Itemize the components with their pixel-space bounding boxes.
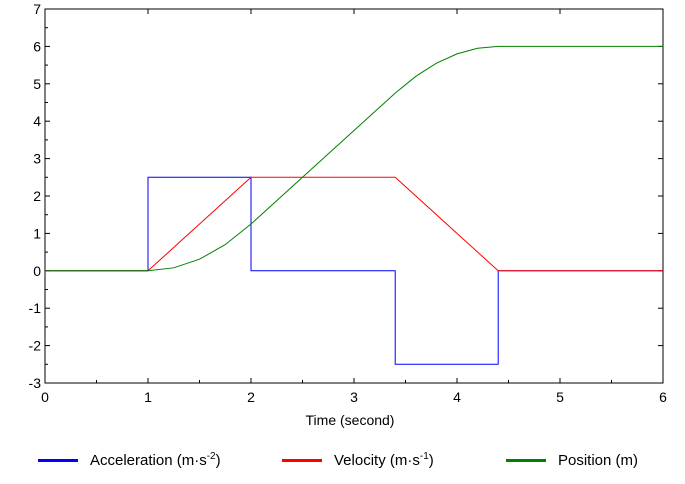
- legend-swatch: [38, 459, 78, 462]
- legend-label: Velocity (m·s-1): [334, 451, 434, 470]
- x-tick-label: 6: [659, 389, 667, 405]
- y-tick-label: 5: [33, 76, 41, 92]
- x-tick-label: 2: [247, 389, 255, 405]
- x-tick-label: 5: [556, 389, 564, 405]
- x-tick-label: 0: [41, 389, 49, 405]
- legend-item-2: Velocity (m·s-1): [282, 452, 434, 469]
- y-tick-label: -1: [29, 300, 42, 316]
- y-tick-label: -3: [29, 375, 42, 391]
- x-axis: 0 1 2 3 4 5 6: [41, 9, 667, 405]
- plot-border: [44, 8, 664, 384]
- y-axis: -3 -2 -1 0 1 2 3 4 5 6 7: [29, 1, 663, 391]
- series-group: [45, 45, 663, 365]
- plot-area: [44, 8, 664, 384]
- x-tick-label: 1: [144, 389, 152, 405]
- series-line-3: [45, 45, 663, 272]
- y-tick-label: 7: [33, 1, 41, 17]
- x-axis-title: Time (second): [306, 412, 395, 428]
- legend-swatch: [506, 459, 546, 462]
- series-line-2: [45, 176, 663, 272]
- legend-label: Acceleration (m·s-2): [90, 451, 221, 470]
- legend-item-1: Acceleration (m·s-2): [38, 452, 221, 469]
- y-tick-label: 3: [33, 151, 41, 167]
- x-tick-label: 4: [453, 389, 461, 405]
- y-tick-label: 1: [33, 225, 41, 241]
- y-tick-label: -2: [29, 338, 42, 354]
- y-tick-label: 0: [33, 263, 41, 279]
- y-tick-label: 6: [33, 38, 41, 54]
- x-tick-label: 3: [350, 389, 358, 405]
- series-line-1: [45, 176, 663, 365]
- legend-label: Position (m): [558, 452, 639, 469]
- legend-item-3: Position (m): [506, 452, 638, 469]
- legend: Acceleration (m·s-2) Velocity (m·s-1) Posi…: [0, 452, 685, 482]
- y-tick-label: 2: [33, 188, 41, 204]
- legend-swatch: [282, 459, 322, 462]
- line-chart: -3 -2 -1 0 1 2 3 4 5 6 7 0 1 2 3 4 5 6 Time (second): [29, 1, 668, 428]
- y-tick-label: 4: [33, 113, 41, 129]
